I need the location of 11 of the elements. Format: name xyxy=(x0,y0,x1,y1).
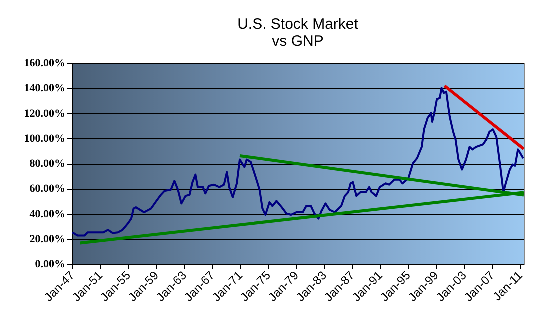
y-tick-label: 160.00% xyxy=(24,58,66,70)
y-tick-label: 20.00% xyxy=(30,233,66,246)
y-tick-label: 120.00% xyxy=(24,108,66,120)
y-tick-label: 100.00% xyxy=(24,132,66,145)
y-tick-label: 0.00% xyxy=(35,258,66,270)
y-tick-label: 40.00% xyxy=(30,208,66,220)
chart-subtitle: vs GNP xyxy=(272,33,324,50)
chart-title: U.S. Stock Market xyxy=(238,16,360,33)
y-tick-label: 60.00% xyxy=(30,183,66,196)
y-tick-label: 140.00% xyxy=(24,82,66,95)
y-tick-label: 80.00% xyxy=(30,158,66,170)
